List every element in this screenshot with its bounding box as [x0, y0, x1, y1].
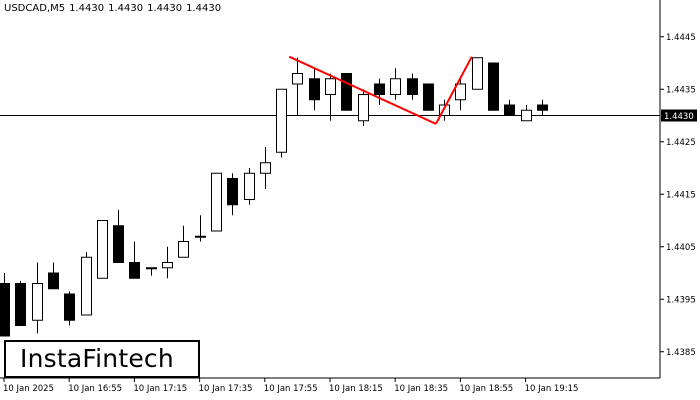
pattern-line — [435, 56, 473, 125]
candle-body — [48, 272, 59, 290]
candle-body — [211, 172, 222, 232]
candle-body — [423, 83, 434, 111]
y-tick-label: 1.4405 — [666, 243, 696, 253]
instafintech-logo: InstaFintech — [4, 340, 200, 378]
candle-body — [439, 104, 450, 116]
candle-body — [81, 256, 92, 316]
candle-body — [455, 83, 466, 101]
candle-body — [129, 262, 140, 279]
candle-body — [521, 109, 532, 122]
candle-body — [0, 283, 10, 337]
x-tick-label: 10 Jan 18:15 — [329, 384, 383, 394]
candle-body — [227, 178, 238, 206]
candle-body — [341, 73, 352, 111]
x-tick-label: 10 Jan 18:35 — [394, 384, 448, 394]
x-tick-label: 10 Jan 19:15 — [525, 384, 579, 394]
candle-body — [113, 225, 124, 263]
candle-body — [260, 162, 271, 174]
y-tick-label: 1.4415 — [666, 190, 696, 200]
y-tick-label: 1.4445 — [666, 33, 696, 43]
logo-text: InstaFintech — [20, 344, 174, 373]
candle-body — [32, 283, 43, 321]
y-tick-label: 1.4435 — [666, 85, 696, 95]
y-tick-label: 1.4395 — [666, 295, 696, 305]
candle-body — [374, 83, 385, 95]
candle-body — [407, 78, 418, 95]
candle-body — [276, 88, 287, 153]
candle-body — [488, 62, 499, 111]
ohlc-open: 1.4430 — [69, 3, 105, 14]
candle-body — [309, 78, 320, 101]
candle-body — [472, 57, 483, 90]
candle-body — [146, 267, 157, 270]
y-tick-label: 1.4385 — [666, 348, 696, 358]
candle-body — [97, 220, 108, 279]
candle-body — [64, 293, 75, 321]
chart-header: USDCAD,M5 1.4430 1.4430 1.4430 1.4430 — [4, 3, 225, 14]
candle-body — [178, 241, 189, 258]
candle-body — [504, 104, 515, 116]
candle-body — [15, 283, 26, 326]
ohlc-low: 1.4430 — [147, 3, 183, 14]
candle-body — [537, 104, 548, 111]
ohlc-high: 1.4430 — [108, 3, 144, 14]
x-tick-label: 10 Jan 17:15 — [133, 384, 187, 394]
current-price-label: 1.4430 — [664, 112, 694, 122]
candle-body — [162, 262, 173, 269]
candle-body — [195, 235, 206, 238]
y-tick-label: 1.4425 — [666, 138, 696, 148]
current-price-box — [661, 109, 697, 122]
candle-body — [292, 73, 303, 85]
x-tick-label: 10 Jan 18:55 — [459, 384, 513, 394]
x-tick-label: 10 Jan 2025 — [3, 384, 54, 394]
candle-body — [358, 94, 369, 122]
candle-body — [390, 78, 401, 95]
symbol-label: USDCAD,M5 — [4, 3, 66, 14]
pattern-line — [288, 55, 437, 125]
candle-body — [244, 172, 255, 200]
x-tick-label: 10 Jan 17:35 — [199, 384, 253, 394]
x-tick-label: 10 Jan 17:55 — [264, 384, 318, 394]
x-tick-label: 10 Jan 16:55 — [68, 384, 122, 394]
candle-body — [325, 78, 336, 95]
ohlc-close: 1.4430 — [186, 3, 222, 14]
